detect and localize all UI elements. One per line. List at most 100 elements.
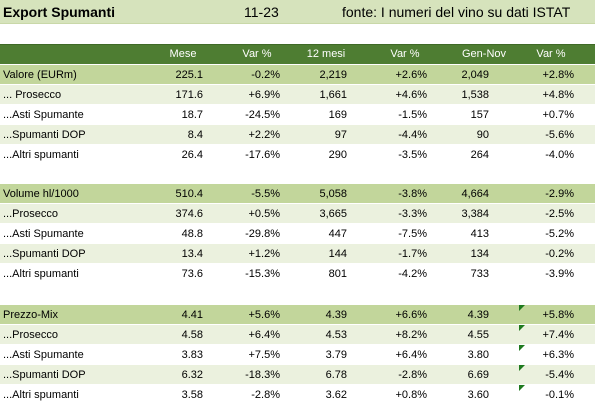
- report-period: 11-23: [244, 4, 279, 20]
- gen-nov-value: 4,664: [461, 188, 489, 200]
- gen-nov-var: -5.2%: [545, 228, 574, 240]
- 12-mesi-var: -2.8%: [398, 369, 427, 381]
- gen-nov-var: +2.8%: [542, 69, 575, 81]
- mese-value: 8.4: [187, 129, 203, 141]
- 12-mesi-var: -3.3%: [398, 208, 427, 220]
- table-row: ...Spumanti DOP 8.4 +2.2% 97 -4.4% 90 -5.6%: [0, 125, 595, 145]
- mese-value: 3.83: [181, 349, 203, 361]
- mese-value: 374.6: [175, 208, 203, 220]
- mese-value: 4.41: [181, 309, 203, 321]
- table-row: ...Asti Spumante 48.8 -29.8% 447 -7.5% 413 -5.…: [0, 224, 595, 244]
- mese-value: 13.4: [181, 248, 203, 260]
- 12-mesi-var: -1.7%: [398, 248, 427, 260]
- mese-var: +0.5%: [248, 208, 281, 220]
- mese-value: 48.8: [181, 228, 203, 240]
- mese-value: 225.1: [175, 69, 203, 81]
- mese-var: +2.2%: [248, 129, 281, 141]
- 12-mesi-var: +0.8%: [395, 389, 428, 401]
- header-var-gen-nov: Var %: [536, 48, 566, 60]
- table-row: ...Altri spumanti 26.4 -17.6% 290 -3.5% 264 -4…: [0, 145, 595, 165]
- 12-mesi-var: -3.8%: [398, 188, 427, 200]
- gen-nov-value: 90: [476, 129, 489, 141]
- gen-nov-var: -2.9%: [545, 188, 574, 200]
- 12-mesi-var: -1.5%: [398, 109, 427, 121]
- 12-mesi-value: 3,665: [319, 208, 347, 220]
- mese-var: +1.2%: [248, 248, 281, 260]
- cell-error-indicator-icon: [519, 305, 525, 311]
- gen-nov-value: 4.39: [467, 309, 489, 321]
- gen-nov-var: -4.0%: [545, 149, 574, 161]
- title-banner: Export Spumanti 11-23 fonte: I numeri de…: [0, 0, 595, 24]
- section-volume: Volume hl/1000 510.4 -5.5% 5,058 -3.8% 4,664 -…: [0, 184, 595, 284]
- gen-nov-value: 3,384: [461, 208, 489, 220]
- mese-var: -24.5%: [245, 109, 280, 121]
- mese-var: +7.5%: [248, 349, 281, 361]
- 12-mesi-value: 97: [334, 129, 347, 141]
- 12-mesi-value: 290: [328, 149, 347, 161]
- mese-var: +6.9%: [248, 89, 281, 101]
- row-label: Volume hl/1000: [3, 188, 79, 200]
- row-label: ...Prosecco: [3, 329, 59, 341]
- gen-nov-var: -5.6%: [545, 129, 574, 141]
- table-row: ...Asti Spumante 18.7 -24.5% 169 -1.5% 157 +0.…: [0, 105, 595, 125]
- table-row: ...Spumanti DOP 13.4 +1.2% 144 -1.7% 134 -0.2%: [0, 244, 595, 264]
- table-row: ...Spumanti DOP 6.32 -18.3% 6.78 -2.8% 6.69 -5…: [0, 365, 595, 385]
- table-row: ...Altri spumanti 73.6 -15.3% 801 -4.2% 733 -3…: [0, 264, 595, 284]
- gen-nov-var: +0.7%: [542, 109, 575, 121]
- gen-nov-value: 6.69: [467, 369, 489, 381]
- gen-nov-value: 1,538: [461, 89, 489, 101]
- row-label: ... Prosecco: [3, 89, 62, 101]
- 12-mesi-value: 801: [328, 268, 347, 280]
- table-row: ...Asti Spumante 3.83 +7.5% 3.79 +6.4% 3.80 +6…: [0, 345, 595, 365]
- 12-mesi-value: 3.62: [325, 389, 347, 401]
- 12-mesi-var: -4.2%: [398, 268, 427, 280]
- mese-value: 73.6: [181, 268, 203, 280]
- mese-value: 26.4: [181, 149, 203, 161]
- header-12-mesi: 12 mesi: [306, 48, 346, 60]
- gen-nov-value: 413: [470, 228, 489, 240]
- row-label: Valore (EURm): [3, 69, 77, 81]
- gen-nov-var: +6.3%: [542, 349, 575, 361]
- mese-var: -2.8%: [251, 389, 280, 401]
- table-row: Valore (EURm) 225.1 -0.2% 2,219 +2.6% 2,049 +2…: [0, 65, 595, 85]
- gen-nov-value: 3.80: [467, 349, 489, 361]
- cell-error-indicator-icon: [519, 345, 525, 351]
- gen-nov-var: +5.8%: [542, 309, 575, 321]
- gen-nov-value: 3.60: [467, 389, 489, 401]
- 12-mesi-value: 2,219: [319, 69, 347, 81]
- 12-mesi-var: +8.2%: [395, 329, 428, 341]
- row-label: ...Asti Spumante: [3, 228, 84, 240]
- 12-mesi-value: 144: [328, 248, 347, 260]
- header-gen-nov: Gen-Nov: [461, 48, 507, 60]
- table-row: Prezzo-Mix 4.41 +5.6% 4.39 +6.6% 4.39 +5.8%: [0, 305, 595, 325]
- 12-mesi-var: -7.5%: [398, 228, 427, 240]
- gen-nov-value: 157: [470, 109, 489, 121]
- report-source: fonte: I numeri del vino su dati ISTAT: [342, 4, 571, 20]
- table-header: Mese Var % 12 mesi Var % Gen-Nov Var %: [0, 44, 595, 64]
- row-label: ...Altri spumanti: [3, 268, 79, 280]
- row-label: ...Asti Spumante: [3, 109, 84, 121]
- row-label: ...Altri spumanti: [3, 149, 79, 161]
- 12-mesi-value: 6.78: [325, 369, 347, 381]
- row-label: Prezzo-Mix: [3, 309, 59, 321]
- table-row: Volume hl/1000 510.4 -5.5% 5,058 -3.8% 4,664 -…: [0, 184, 595, 204]
- 12-mesi-value: 1,661: [319, 89, 347, 101]
- 12-mesi-value: 3.79: [325, 349, 347, 361]
- mese-var: -18.3%: [245, 369, 280, 381]
- row-label: ...Spumanti DOP: [3, 248, 86, 260]
- gen-nov-var: -5.4%: [545, 369, 574, 381]
- report-title: Export Spumanti: [3, 4, 116, 20]
- 12-mesi-value: 447: [328, 228, 347, 240]
- gen-nov-var: -0.1%: [545, 389, 574, 401]
- 12-mesi-var: +6.6%: [395, 309, 428, 321]
- cell-error-indicator-icon: [519, 385, 525, 391]
- gen-nov-value: 4.55: [467, 329, 489, 341]
- mese-value: 6.32: [181, 369, 203, 381]
- 12-mesi-var: -3.5%: [398, 149, 427, 161]
- gen-nov-var: +4.8%: [542, 89, 575, 101]
- 12-mesi-var: -4.4%: [398, 129, 427, 141]
- gen-nov-var: -0.2%: [545, 248, 574, 260]
- gen-nov-var: +7.4%: [542, 329, 575, 341]
- mese-var: +5.6%: [248, 309, 281, 321]
- mese-value: 510.4: [175, 188, 203, 200]
